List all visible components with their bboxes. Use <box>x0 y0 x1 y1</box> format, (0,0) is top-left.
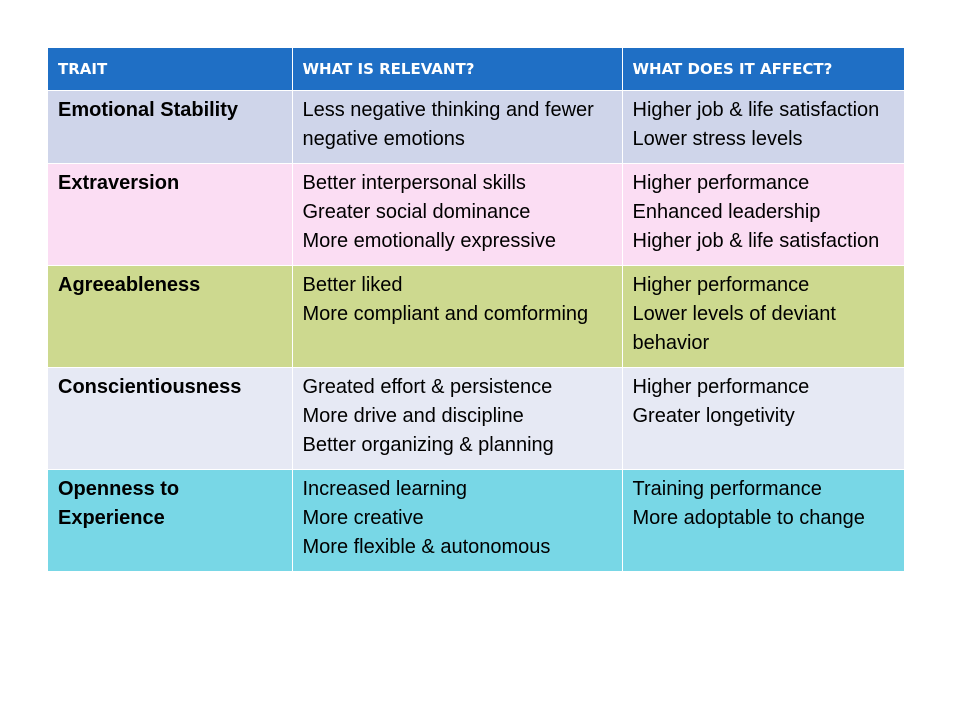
affect-line: Enhanced leadership <box>632 201 821 223</box>
table-row: Agreeableness Better liked More complian… <box>48 265 904 368</box>
affect-cell: Higher job & life satisfaction Lower str… <box>622 90 904 164</box>
relevant-line: More compliant and comforming <box>302 303 589 325</box>
relevant-line: Less negative thinking and fewer negativ… <box>302 99 594 150</box>
relevant-line: More emotionally expressive <box>302 230 556 252</box>
relevant-cell: Better interpersonal skills Greater soci… <box>292 163 623 266</box>
affect-line: Lower levels of deviant behavior <box>632 303 836 354</box>
relevant-line: More drive and discipline <box>302 405 524 427</box>
relevant-line: More flexible & autonomous <box>302 536 551 558</box>
affect-line: Higher performance <box>632 376 810 398</box>
relevant-cell: Increased learning More creative More fl… <box>292 469 623 571</box>
relevant-line: More creative <box>302 507 424 529</box>
affect-line: Greater longetivity <box>632 405 795 427</box>
relevant-line: Better liked <box>302 274 403 296</box>
table-row: Extraversion Better interpersonal skills… <box>48 163 904 266</box>
relevant-line: Increased learning <box>302 478 468 500</box>
affect-line: Lower stress levels <box>632 128 803 150</box>
affect-line: Training performance <box>632 478 822 500</box>
relevant-line: Better interpersonal skills <box>302 172 526 194</box>
affect-cell: Higher performance Enhanced leadership H… <box>622 163 904 266</box>
relevant-line: Greater social dominance <box>302 201 531 223</box>
header-trait: TRAIT <box>48 48 293 91</box>
table-row: Conscientiousness Greated effort & persi… <box>48 367 904 470</box>
table-row: Openness to Experience Increased learnin… <box>48 469 904 571</box>
header-what-is-relevant: WHAT IS RELEVANT? <box>292 48 623 91</box>
header-what-does-it-affect: WHAT DOES IT AFFECT? <box>622 48 904 91</box>
affect-cell: Higher performance Lower levels of devia… <box>622 265 904 368</box>
relevant-line: Better organizing & planning <box>302 434 554 456</box>
affect-cell: Higher performance Greater longetivity <box>622 367 904 470</box>
trait-cell: Conscientiousness <box>48 367 293 470</box>
trait-cell: Openness to Experience <box>48 469 293 571</box>
relevant-cell: Greated effort & persistence More drive … <box>292 367 623 470</box>
personality-traits-table: TRAIT WHAT IS RELEVANT? WHAT DOES IT AFF… <box>48 48 904 571</box>
affect-line: Higher job & life satisfaction <box>632 99 880 121</box>
affect-cell: Training performance More adoptable to c… <box>622 469 904 571</box>
affect-line: Higher performance <box>632 172 810 194</box>
relevant-cell: Less negative thinking and fewer negativ… <box>292 90 623 164</box>
table-header-row: TRAIT WHAT IS RELEVANT? WHAT DOES IT AFF… <box>48 48 904 91</box>
table-body: Emotional Stability Less negative thinki… <box>48 90 904 571</box>
trait-cell: Agreeableness <box>48 265 293 368</box>
trait-cell: Extraversion <box>48 163 293 266</box>
relevant-line: Greated effort & persistence <box>302 376 553 398</box>
trait-cell: Emotional Stability <box>48 90 293 164</box>
traits-table-container: TRAIT WHAT IS RELEVANT? WHAT DOES IT AFF… <box>48 48 904 571</box>
affect-line: Higher performance <box>632 274 810 296</box>
affect-line: More adoptable to change <box>632 507 865 529</box>
table-row: Emotional Stability Less negative thinki… <box>48 90 904 164</box>
relevant-cell: Better liked More compliant and comformi… <box>292 265 623 368</box>
affect-line: Higher job & life satisfaction <box>632 230 880 252</box>
